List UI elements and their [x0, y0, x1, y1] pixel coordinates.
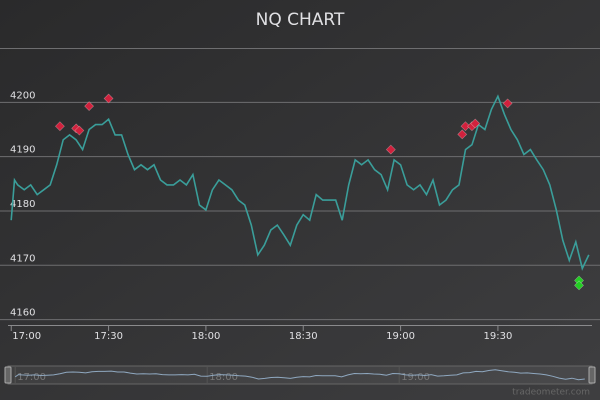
navigator-line	[14, 369, 585, 381]
chart-title: NQ CHART	[256, 10, 345, 30]
trade-marker	[470, 118, 481, 129]
y-tick-label: 4160	[10, 308, 35, 319]
trade-marker	[103, 93, 114, 104]
x-tick-label: 18:00	[191, 331, 220, 342]
x-tick-label: 17:30	[94, 331, 123, 342]
price-line	[10, 94, 590, 271]
x-tick-label: 18:30	[289, 331, 318, 342]
x-tick-label: 17:00	[12, 331, 41, 342]
trade-marker	[84, 101, 95, 112]
y-tick-label: 4190	[10, 145, 35, 156]
y-tick-label: 4170	[10, 253, 35, 264]
trade-marker	[385, 144, 396, 155]
navigator-handle[interactable]	[588, 366, 596, 384]
trade-marker	[74, 125, 85, 136]
y-tick-label: 4180	[10, 199, 35, 210]
trade-marker	[574, 280, 584, 291]
y-tick-label: 4200	[10, 90, 35, 101]
navigator-label: 19:00	[401, 372, 430, 383]
trade-marker	[502, 98, 513, 109]
x-tick-label: 19:00	[386, 331, 415, 342]
navigator-label: 18:00	[209, 372, 238, 383]
navigator-label: 17:00	[17, 372, 46, 383]
x-tick-label: 19:30	[483, 331, 512, 342]
navigator[interactable]	[7, 365, 593, 385]
credits[interactable]: tradeometer.com	[512, 388, 590, 398]
navigator-handle[interactable]	[4, 366, 12, 384]
trade-marker	[460, 121, 471, 132]
trade-marker	[457, 129, 468, 140]
trade-marker	[54, 121, 65, 132]
